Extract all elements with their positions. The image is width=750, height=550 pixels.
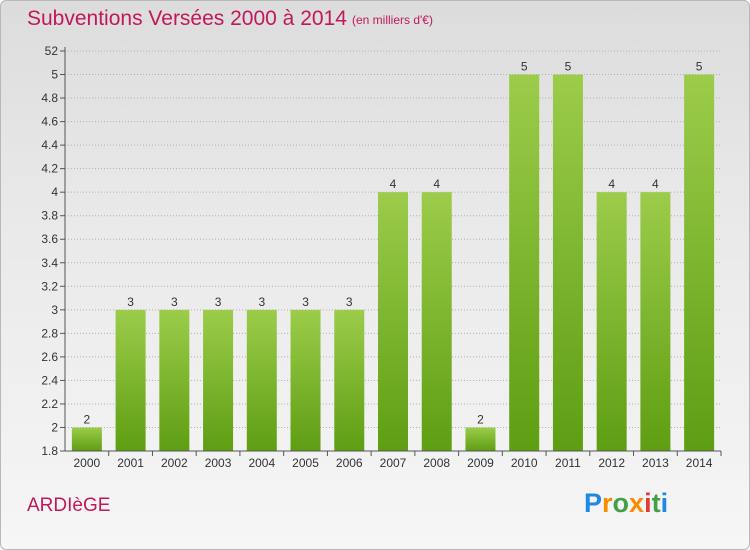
y-tick-label: 2.2 [41,397,58,411]
logo-letter: o [612,488,630,518]
bar [115,309,146,451]
bar [246,309,277,451]
x-tick-label: 2012 [598,456,625,470]
data-label: 5 [696,60,703,74]
y-tick-label: 52 [45,44,59,58]
data-label: 4 [390,177,397,191]
data-label: 4 [608,177,615,191]
y-tick-label: 3.6 [41,232,58,246]
logo-letter: x [629,488,645,518]
y-tick-label: 4.2 [41,162,58,176]
data-label: 3 [215,295,222,309]
data-label: 5 [521,60,528,74]
y-tick-label: 4.8 [41,91,58,105]
bar [465,427,496,451]
data-label: 4 [433,177,440,191]
x-tick-label: 2013 [642,456,669,470]
data-label: 3 [258,295,265,309]
x-tick-label: 2006 [336,456,363,470]
data-label: 2 [477,412,484,426]
x-tick-label: 2002 [161,456,188,470]
logo-letter: P [584,488,603,518]
x-tick-label: 2005 [292,456,319,470]
data-label: 3 [302,295,309,309]
logo-letter: i [644,488,652,518]
logo-letter: i [660,488,669,518]
bar [203,309,234,451]
x-tick-label: 2004 [248,456,275,470]
logo-letter: r [602,488,613,518]
bar [509,74,540,451]
bar [290,309,321,451]
bar [552,74,583,451]
x-tick-label: 2011 [555,456,581,470]
data-label: 2 [84,412,91,426]
bar [378,192,408,452]
y-tick-label: 4.6 [41,115,58,129]
bar [684,74,715,451]
x-tick-label: 2000 [74,456,101,470]
place-name: ARDIèGE [27,495,111,516]
proxiti-logo[interactable]: Proxiti [584,488,668,519]
bar [334,309,365,451]
x-tick-label: 2001 [117,456,144,470]
y-tick-label: 1.8 [41,444,58,458]
bar [71,427,102,451]
x-tick-label: 2008 [423,456,450,470]
y-tick-label: 3 [51,303,58,317]
y-tick-label: 2.6 [41,350,58,364]
y-tick-label: 2.8 [41,326,58,340]
y-tick-label: 3.8 [41,209,58,223]
y-tick-label: 3.2 [41,279,58,293]
y-tick-label: 3.4 [41,256,58,270]
data-label: 3 [127,295,134,309]
logo-letter: t [651,488,661,518]
data-label: 3 [346,295,353,309]
x-tick-label: 2014 [686,456,713,470]
bar [421,192,452,452]
bar [640,192,671,452]
y-tick-label: 5 [51,68,58,82]
x-tick-label: 2010 [511,456,538,470]
y-tick-label: 4.4 [41,138,58,152]
data-label: 4 [652,177,659,191]
chart-title: Subventions Versées 2000 à 2014 [27,7,347,30]
bar [159,309,190,451]
x-tick-label: 2007 [380,456,407,470]
y-tick-label: 4 [51,185,58,199]
data-label: 5 [565,60,572,74]
x-tick-label: 2009 [467,456,494,470]
bar [596,192,627,452]
data-label: 3 [171,295,178,309]
y-tick-label: 2 [51,420,58,434]
y-tick-label: 2.4 [41,373,58,387]
chart-subtitle: (en milliers d'€) [352,13,433,27]
x-tick-label: 2003 [205,456,232,470]
